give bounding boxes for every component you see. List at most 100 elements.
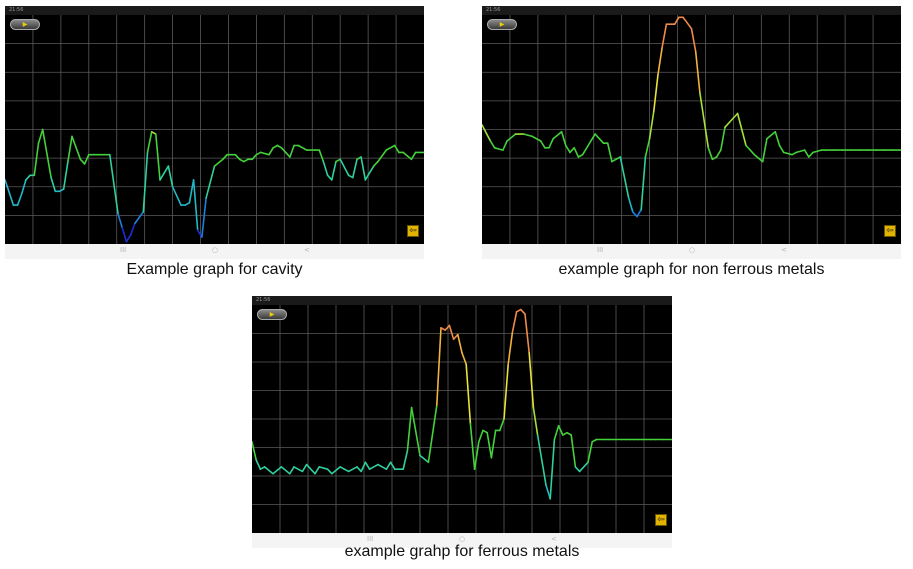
home-button[interactable]: ○ [689, 246, 696, 254]
signal-segment [251, 153, 258, 161]
signal-segment [732, 112, 739, 119]
signal-segment [478, 429, 484, 443]
signal-segment [326, 468, 333, 475]
signal-series [252, 308, 672, 500]
signal-segment [627, 197, 634, 213]
signal-segment [493, 147, 504, 151]
nav-bar: III ○ < [5, 244, 424, 259]
signal-segment [565, 144, 571, 154]
signal-segment [503, 363, 510, 420]
signal-segment [648, 110, 655, 140]
signal-segment [578, 461, 589, 473]
signal-segment [457, 333, 463, 354]
signal-segment [259, 151, 270, 156]
signal-segment [465, 363, 472, 425]
signal-segment [569, 147, 575, 154]
signal-segment [280, 147, 287, 154]
signal-segment [766, 131, 777, 140]
signal-segment [644, 137, 651, 158]
signal-segment [410, 151, 417, 161]
recent-apps-button[interactable]: III [597, 246, 604, 254]
caption-ferrous: example grahp for ferrous metals [344, 543, 580, 560]
home-button[interactable]: ○ [459, 535, 466, 543]
signal-segment [419, 454, 430, 464]
signal-segment [331, 466, 341, 475]
signal-segment [364, 165, 375, 181]
signal-segment [803, 149, 810, 158]
signal-segment [288, 466, 295, 475]
status-time: 21:56 [256, 297, 271, 303]
signal-segment [611, 156, 622, 163]
signal-segment [406, 406, 413, 452]
signal-segment [560, 131, 567, 147]
signal-segment [16, 192, 23, 206]
line-chart [252, 305, 672, 533]
signal-segment [657, 46, 663, 76]
signal-segment [129, 222, 136, 236]
signal-segment [41, 128, 52, 179]
exit-icon[interactable]: ⇦ [655, 514, 667, 526]
signal-segment [581, 140, 592, 156]
signal-segment [234, 153, 241, 161]
back-button[interactable]: < [781, 246, 787, 254]
signal-segment [682, 16, 693, 30]
signal-segment [736, 112, 747, 147]
signal-segment [385, 461, 392, 470]
signal-segment [707, 147, 714, 161]
signal-segment [402, 450, 409, 470]
signal-segment [720, 126, 726, 151]
signal-segment [318, 149, 325, 163]
signal-segment [339, 158, 350, 177]
signal-segment [322, 160, 329, 177]
recent-apps-button[interactable]: III [120, 246, 127, 254]
exit-icon[interactable]: ⇦ [884, 225, 896, 237]
signal-segment [482, 124, 492, 142]
signal-segment [83, 153, 90, 165]
signal-segment [318, 466, 329, 470]
signal-segment [5, 179, 15, 206]
signal-segment [252, 441, 257, 461]
signal-segment [570, 434, 577, 468]
signal-segment [499, 418, 505, 432]
signal-segment [326, 174, 333, 181]
status-bar: 21:56 [5, 6, 424, 15]
exit-icon[interactable]: ⇦ [407, 225, 419, 237]
status-time: 21:56 [486, 7, 501, 13]
back-button[interactable]: < [304, 246, 310, 254]
home-button[interactable]: ○ [212, 246, 219, 254]
grid-lines [252, 305, 672, 533]
signal-segment [532, 406, 539, 436]
play-pill-button[interactable]: ▶ [10, 19, 40, 30]
signal-segment [297, 144, 308, 151]
signal-segment [444, 324, 451, 331]
signal-segment [531, 135, 542, 142]
signal-segment [402, 151, 413, 161]
signal-segment [351, 158, 358, 179]
signal-segment [159, 165, 170, 181]
play-pill-button[interactable]: ▶ [257, 309, 287, 320]
status-time: 21:56 [9, 7, 24, 13]
signal-segment [528, 352, 535, 409]
signal-segment [213, 158, 224, 167]
signal-segment [368, 463, 379, 470]
signal-segment [587, 441, 594, 464]
signal-segment [121, 227, 128, 243]
signal-segment [536, 434, 547, 486]
nav-bar: III ○ < [252, 533, 672, 548]
play-pill-button[interactable]: ▶ [487, 19, 517, 30]
signal-segment [594, 133, 605, 144]
plot-area: ▶ ⇦ [5, 15, 424, 244]
signal-segment [389, 461, 396, 470]
signal-segment [192, 179, 199, 232]
signal-segment [314, 466, 320, 475]
signal-segment [142, 151, 149, 213]
signal-segment [33, 142, 40, 177]
back-button[interactable]: < [551, 535, 557, 543]
signal-segment [50, 176, 57, 193]
recent-apps-button[interactable]: III [367, 535, 374, 543]
signal-segment [519, 308, 526, 315]
signal-segment [201, 197, 207, 238]
signal-segment [263, 466, 274, 475]
grid-lines [482, 15, 901, 244]
signal-segment [636, 208, 642, 218]
